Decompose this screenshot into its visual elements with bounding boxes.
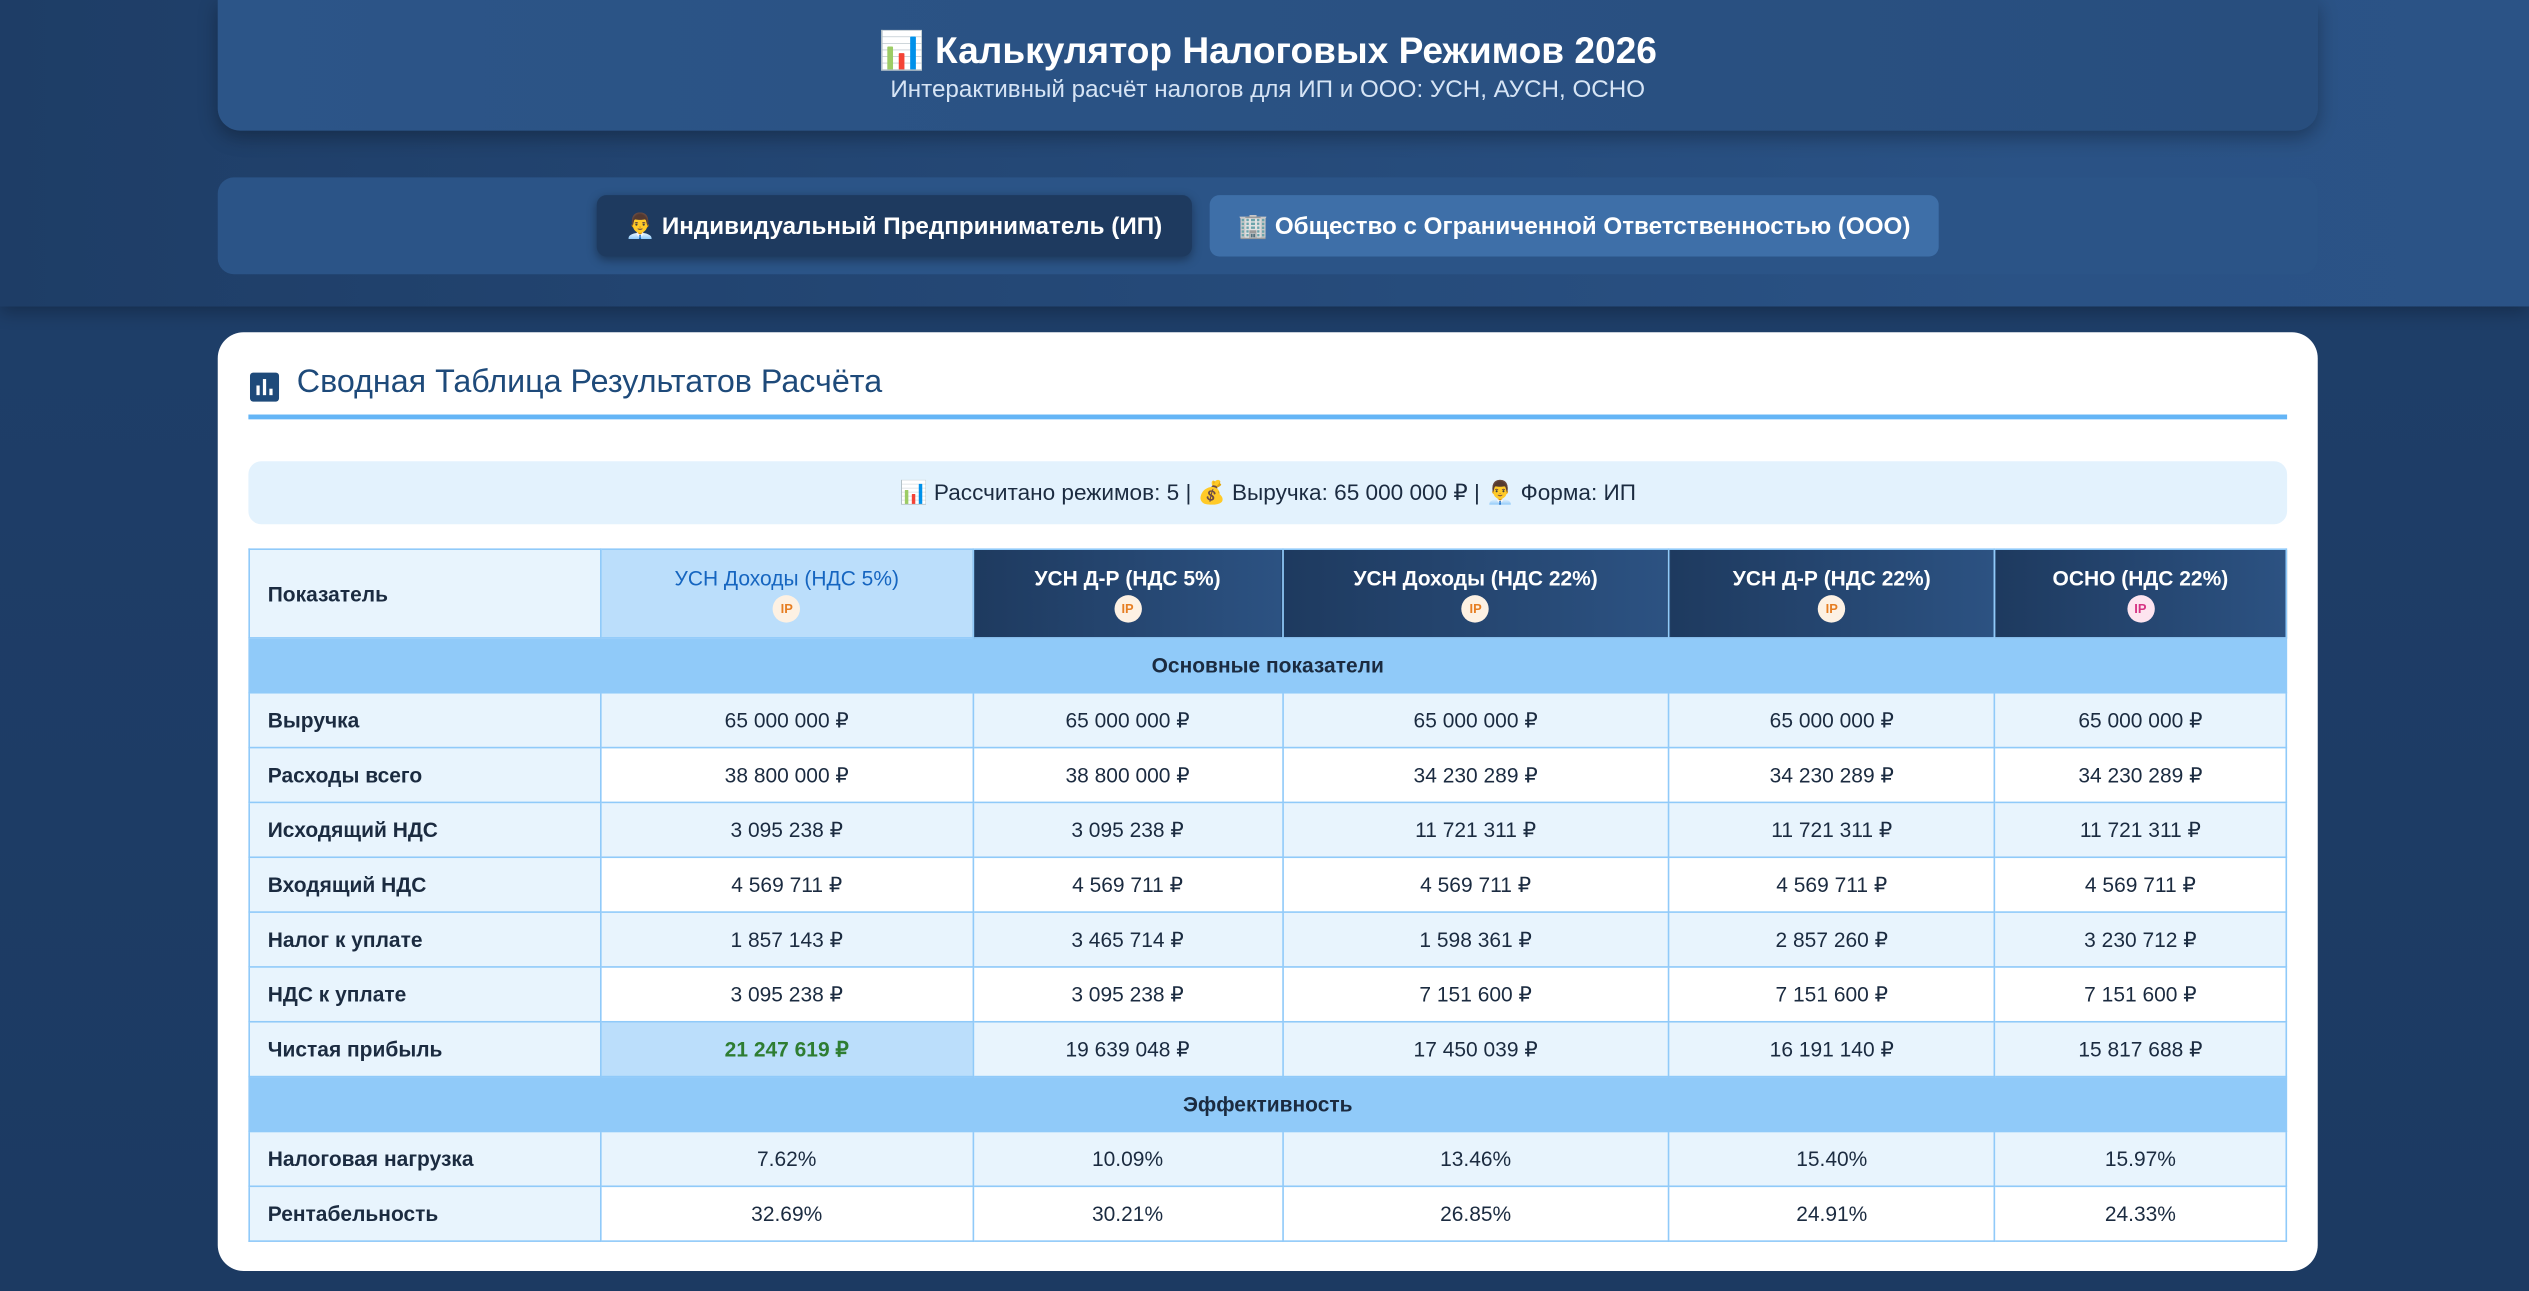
value-cell: 11 721 311 ₽ <box>1668 801 1996 859</box>
row-label: Налоговая нагрузка <box>248 1130 602 1188</box>
value-cell: 21 247 619 ₽ <box>599 1020 974 1078</box>
info-bar: 📊 Рассчитано режимов: 5 | 💰 Выручка: 65 … <box>248 461 2288 525</box>
value-cell: 17 450 039 ₽ <box>1281 1020 1670 1078</box>
value-cell: 7 151 600 ₽ <box>1281 966 1670 1023</box>
value-cell: 65 000 000 ₽ <box>972 691 1284 749</box>
value-cell: 3 465 714 ₽ <box>972 911 1284 968</box>
value-cell: 65 000 000 ₽ <box>1668 691 1996 749</box>
value-cell: 38 800 000 ₽ <box>972 746 1284 804</box>
column-name: УСН Д-Р (НДС 22%) <box>1732 565 1931 590</box>
value-cell: 34 230 289 ₽ <box>1281 746 1670 804</box>
summary-title: Сводная Таблица Результатов Расчёта <box>296 364 883 400</box>
value-cell: 11 721 311 ₽ <box>1281 801 1670 859</box>
data-row: Налог к уплате 1 857 143 ₽3 465 714 ₽1 59… <box>248 911 2288 968</box>
value-cell: 65 000 000 ₽ <box>1281 691 1670 749</box>
value-cell: 1 598 361 ₽ <box>1281 911 1670 968</box>
value-cell: 3 095 238 ₽ <box>599 801 974 859</box>
value-cell: 34 230 289 ₽ <box>1668 746 1996 804</box>
tab-bar: 👨‍💼 Индивидуальный Предприниматель (ИП) 🏢… <box>217 177 2318 275</box>
summary-heading: Сводная Таблица Результатов Расчёта <box>248 364 2288 420</box>
value-cell: 3 095 238 ₽ <box>972 801 1284 859</box>
value-cell: 15.40% <box>1668 1130 1996 1188</box>
column-header: УСН Доходы (НДС 5%) IP <box>599 548 974 639</box>
row-label: Чистая прибыль <box>248 1020 602 1078</box>
tab[interactable]: 🏢 Общество с Ограниченной Ответственност… <box>1208 195 1940 257</box>
column-name: УСН Доходы (НДС 22%) <box>1353 565 1598 590</box>
column-header: УСН Доходы (НДС 22%) IP <box>1281 548 1670 639</box>
value-cell: 3 095 238 ₽ <box>599 966 974 1023</box>
value-cell: 26.85% <box>1281 1185 1670 1242</box>
data-row: Входящий НДС 4 569 711 ₽4 569 711 ₽4 569 … <box>248 856 2288 913</box>
column-header: УСН Д-Р (НДС 22%) IP <box>1668 548 1996 639</box>
data-row: Исходящий НДС 3 095 238 ₽3 095 238 ₽11 72… <box>248 801 2288 859</box>
badge: IP <box>2126 594 2155 622</box>
column-header: УСН Д-Р (НДС 5%) IP <box>972 548 1284 639</box>
value-cell: 4 569 711 ₽ <box>1993 856 2288 913</box>
data-row: Налоговая нагрузка 7.62% 10.09% 13.46% 15.40… <box>248 1130 2288 1188</box>
value-cell: 11 721 311 ₽ <box>1993 801 2288 859</box>
results-table: Показатель УСН Доходы (НДС 5%) IP УСН Д-Р (… <box>248 548 2288 1242</box>
subtitle: Интерактивный расчёт налогов для ИП и ОО… <box>890 75 1646 104</box>
row-label: Налог к уплате <box>248 911 602 968</box>
row-label: Расходы всего <box>248 746 602 804</box>
data-row: Рентабельность 32.69% 30.21% 26.85% 24.91% 24… <box>248 1185 2288 1242</box>
value-cell: 4 569 711 ₽ <box>1668 856 1996 913</box>
section-row: Основные показатели <box>248 637 2288 694</box>
value-cell: 10.09% <box>972 1130 1284 1188</box>
badge: IP <box>1818 594 1846 622</box>
value-cell: 15.97% <box>1993 1130 2288 1188</box>
badge: IP <box>1113 594 1142 622</box>
value-cell: 13.46% <box>1281 1130 1670 1188</box>
data-row: НДС к уплате 3 095 238 ₽3 095 238 ₽7 151 … <box>248 966 2288 1023</box>
header-cell: Показатель <box>248 548 602 639</box>
value-cell: 3 095 238 ₽ <box>972 966 1284 1023</box>
value-cell: 38 800 000 ₽ <box>599 746 974 804</box>
section-title: Основные показатели <box>248 637 2288 694</box>
column-name: ОСНО (НДС 22%) <box>2052 565 2229 590</box>
row-label: Входящий НДС <box>248 856 602 913</box>
value-cell: 30.21% <box>972 1185 1284 1242</box>
value-cell: 7.62% <box>599 1130 974 1188</box>
column-header: ОСНО (НДС 22%) IP <box>1993 548 2288 639</box>
badge: IP <box>773 594 801 622</box>
value-cell: 65 000 000 ₽ <box>1993 691 2288 749</box>
row-label: НДС к уплате <box>248 966 602 1023</box>
title: 📊 Калькулятор Налоговых Режимов 2026 <box>878 29 1657 71</box>
row-label: Выручка <box>248 691 602 749</box>
header-row: Показатель УСН Доходы (НДС 5%) IP УСН Д-Р (… <box>248 548 2288 639</box>
value-cell: 2 857 260 ₽ <box>1668 911 1996 968</box>
section-row: Эффективность <box>248 1075 2288 1133</box>
value-cell: 7 151 600 ₽ <box>1993 966 2288 1023</box>
value-cell: 15 817 688 ₽ <box>1993 1020 2288 1078</box>
row-label: Исходящий НДС <box>248 801 602 859</box>
tab[interactable]: 👨‍💼 Индивидуальный Предприниматель (ИП) <box>596 195 1192 257</box>
value-cell: 1 857 143 ₽ <box>599 911 974 968</box>
data-row: Чистая прибыль 21 247 619 ₽19 639 048 ₽17… <box>248 1020 2288 1078</box>
column-name: УСН Доходы (НДС 5%) <box>674 565 899 590</box>
value-cell: 4 569 711 ₽ <box>972 856 1284 913</box>
value-cell: 19 639 048 ₽ <box>972 1020 1284 1078</box>
value-cell: 3 230 712 ₽ <box>1993 911 2288 968</box>
value-cell: 7 151 600 ₽ <box>1668 966 1996 1023</box>
summary-card: Сводная Таблица Результатов Расчёта 📊 Ра… <box>217 332 2318 1271</box>
value-cell: 32.69% <box>599 1185 974 1242</box>
value-cell: 24.33% <box>1993 1185 2288 1242</box>
column-name: УСН Д-Р (НДС 5%) <box>1034 565 1221 590</box>
value-cell: 16 191 140 ₽ <box>1668 1020 1996 1078</box>
value-cell: 4 569 711 ₽ <box>599 856 974 913</box>
value-cell: 4 569 711 ₽ <box>1281 856 1670 913</box>
data-row: Выручка 65 000 000 ₽65 000 000 ₽65 000 00… <box>248 691 2288 749</box>
value-cell: 24.91% <box>1668 1185 1996 1242</box>
header: 📊 Калькулятор Налоговых Режимов 2026 Инт… <box>217 0 2318 131</box>
badge: IP <box>1461 594 1490 622</box>
data-row: Расходы всего 38 800 000 ₽38 800 000 ₽34 … <box>248 746 2288 804</box>
value-cell: 34 230 289 ₽ <box>1993 746 2288 804</box>
chart-icon <box>249 372 280 402</box>
section-title: Эффективность <box>248 1075 2288 1133</box>
value-cell: 65 000 000 ₽ <box>599 691 974 749</box>
row-label: Рентабельность <box>248 1185 602 1242</box>
